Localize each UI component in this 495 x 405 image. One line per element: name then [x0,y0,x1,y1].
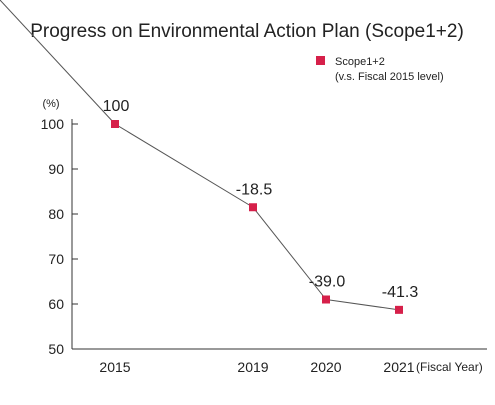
data-point [111,120,119,128]
legend: Scope1+2 (v.s. Fiscal 2015 level) [316,56,444,83]
x-tick-label: 2020 [310,359,341,375]
chart-title: Progress on Environmental Action Plan (S… [30,21,464,42]
y-tick-label: 60 [48,296,64,312]
data-label: 100 [103,98,130,115]
legend-swatch [316,56,325,65]
data-labels: 100 -18.5 -39.0 -41.3 [103,98,419,301]
data-label: -41.3 [382,284,419,301]
data-point [395,305,403,314]
series-line-segment [252,206,327,300]
series-lines [0,0,400,311]
y-ticks: 50 60 70 80 90 100 [41,116,78,357]
series-line-segment [325,299,400,311]
y-tick-label: 100 [41,116,65,132]
data-label: -39.0 [309,274,346,291]
y-tick-label: 90 [48,161,64,177]
legend-label: Scope1+2 [335,56,385,68]
y-tick-label: 80 [48,206,64,222]
series-points [111,120,403,314]
y-tick-label: 50 [48,341,64,357]
x-axis-unit-label: (Fiscal Year) [416,360,483,374]
y-axis-unit-label: (%) [42,98,59,110]
series-line-segment [114,123,254,208]
x-tick-label: 2021 [383,359,414,375]
y-tick-label: 70 [48,251,64,267]
legend-sublabel: (v.s. Fiscal 2015 level) [335,71,444,83]
x-ticks: 2015 2019 2020 2021 [99,359,414,375]
series-line-segment [0,0,116,125]
x-tick-label: 2015 [99,359,130,375]
data-point [322,295,330,304]
data-label: -18.5 [236,181,273,198]
x-tick-label: 2019 [237,359,268,375]
data-point [249,203,257,212]
